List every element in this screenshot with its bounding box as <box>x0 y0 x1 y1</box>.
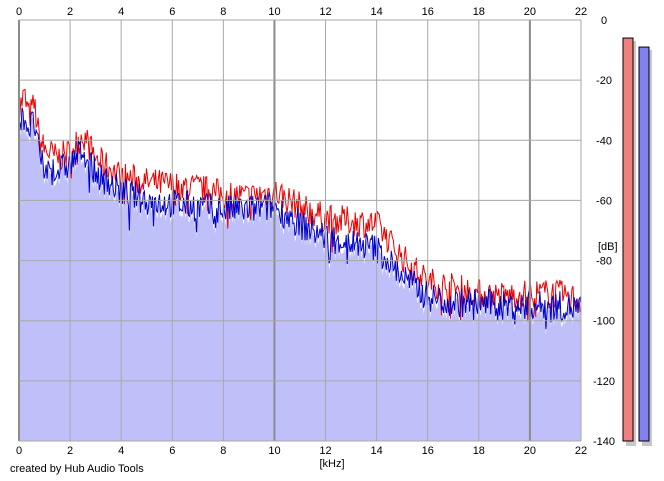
y-tick-label: -20 <box>596 75 612 87</box>
y-tick-label: -60 <box>596 195 612 207</box>
x-tick-label-bottom: 14 <box>371 445 383 457</box>
x-tick-label-top: 0 <box>16 6 22 18</box>
right-channel-line <box>18 107 582 330</box>
grid-lines <box>18 19 582 442</box>
y-tick-label: 0 <box>601 15 607 27</box>
credit-text: created by Hub Audio Tools <box>10 463 144 475</box>
top-x-tick-labels: 0 2 4 6 8 10 12 14 16 18 20 22 <box>16 6 587 18</box>
x-tick-label-bottom: 12 <box>319 445 331 457</box>
bottom-x-tick-labels: 0 2 4 6 8 10 12 14 16 18 20 22 <box>16 445 587 457</box>
x-tick-label-top: 18 <box>473 6 485 18</box>
y-tick-labels: 0 -20 -40 -60 -80 -100 -120 -140 <box>593 15 615 448</box>
left-level-meter <box>622 37 634 442</box>
y-tick-label: -120 <box>593 376 615 388</box>
x-tick-label-top: 20 <box>524 6 536 18</box>
x-tick-label-bottom: 8 <box>220 445 226 457</box>
y-tick-label: -100 <box>593 316 615 328</box>
x-tick-label-top: 2 <box>67 6 73 18</box>
x-tick-label-bottom: 4 <box>118 445 124 457</box>
x-tick-label-top: 6 <box>169 6 175 18</box>
x-tick-label-bottom: 0 <box>16 445 22 457</box>
x-tick-label-top: 16 <box>422 6 434 18</box>
y-tick-label: -40 <box>596 135 612 147</box>
x-tick-label-top: 12 <box>319 6 331 18</box>
x-tick-label-top: 8 <box>220 6 226 18</box>
plot-area <box>18 20 582 441</box>
x-tick-label-top: 14 <box>371 6 383 18</box>
x-tick-label-bottom: 20 <box>524 445 536 457</box>
x-tick-label-bottom: 10 <box>268 445 280 457</box>
right-level-meter <box>638 46 650 442</box>
x-axis-label: [kHz] <box>319 458 344 470</box>
spectrum-fill <box>19 113 581 441</box>
x-tick-label-bottom: 18 <box>473 445 485 457</box>
y-tick-label: -140 <box>593 436 615 448</box>
y-tick-label: -80 <box>596 256 612 268</box>
x-tick-label-top: 22 <box>575 6 587 18</box>
x-tick-label-top: 10 <box>268 6 280 18</box>
x-tick-label-bottom: 16 <box>422 445 434 457</box>
x-tick-label-bottom: 22 <box>575 445 587 457</box>
x-tick-label-top: 4 <box>118 6 124 18</box>
x-tick-label-bottom: 2 <box>67 445 73 457</box>
level-meters <box>622 37 652 447</box>
y-axis-label: [dB] <box>598 241 618 253</box>
x-tick-label-bottom: 6 <box>169 445 175 457</box>
